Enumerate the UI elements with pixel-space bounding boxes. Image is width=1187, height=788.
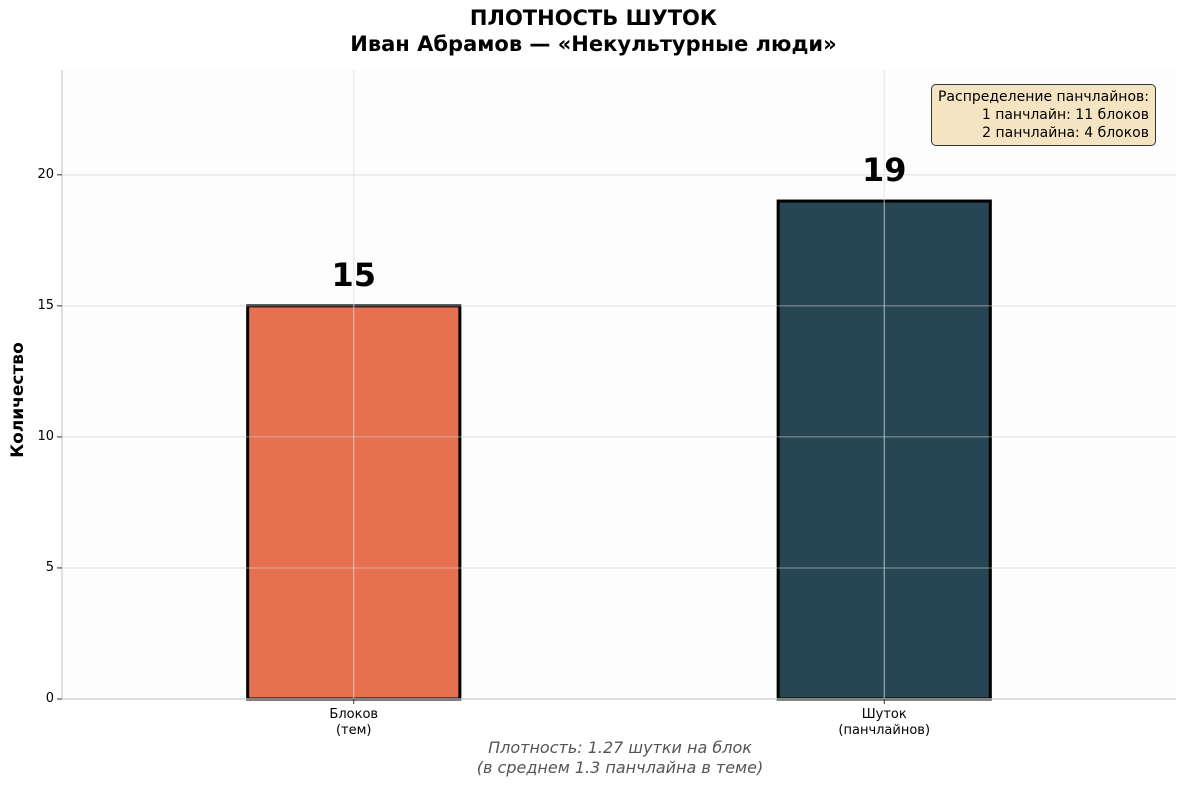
density-footnote: Плотность: 1.27 шутки на блок (в среднем… <box>0 738 1187 778</box>
chart-subtitle: Иван Абрамов — «Некультурные люди» <box>350 32 837 56</box>
plot-area <box>62 70 1176 699</box>
punchline-distribution-box: Распределение панчлайнов: 1 панчлайн: 11… <box>930 84 1156 146</box>
footnote-line-2: (в среднем 1.3 панчлайна в теме) <box>476 758 764 777</box>
x-tick-label: Шуток (панчлайнов) <box>838 707 931 738</box>
y-tick-label: 5 <box>45 559 54 575</box>
chart-title: ПЛОТНОСТЬ ШУТОК <box>469 6 718 30</box>
y-tick-label: 0 <box>45 691 54 706</box>
y-tick-label: 15 <box>37 297 54 313</box>
distribution-line-2: 2 панчлайна: 4 блоков <box>982 125 1149 141</box>
distribution-title: Распределение панчлайнов: <box>937 89 1149 105</box>
x-tick-label: Блоков (тем) <box>329 707 379 738</box>
data-label-0: 15 <box>331 255 377 294</box>
y-tick-label: 20 <box>37 166 54 182</box>
y-tick-label: 10 <box>37 428 54 444</box>
data-label-1: 19 <box>861 151 907 190</box>
footnote-line-1: Плотность: 1.27 шутки на блок <box>488 738 752 757</box>
distribution-line-1: 1 панчлайн: 11 блоков <box>981 107 1149 123</box>
